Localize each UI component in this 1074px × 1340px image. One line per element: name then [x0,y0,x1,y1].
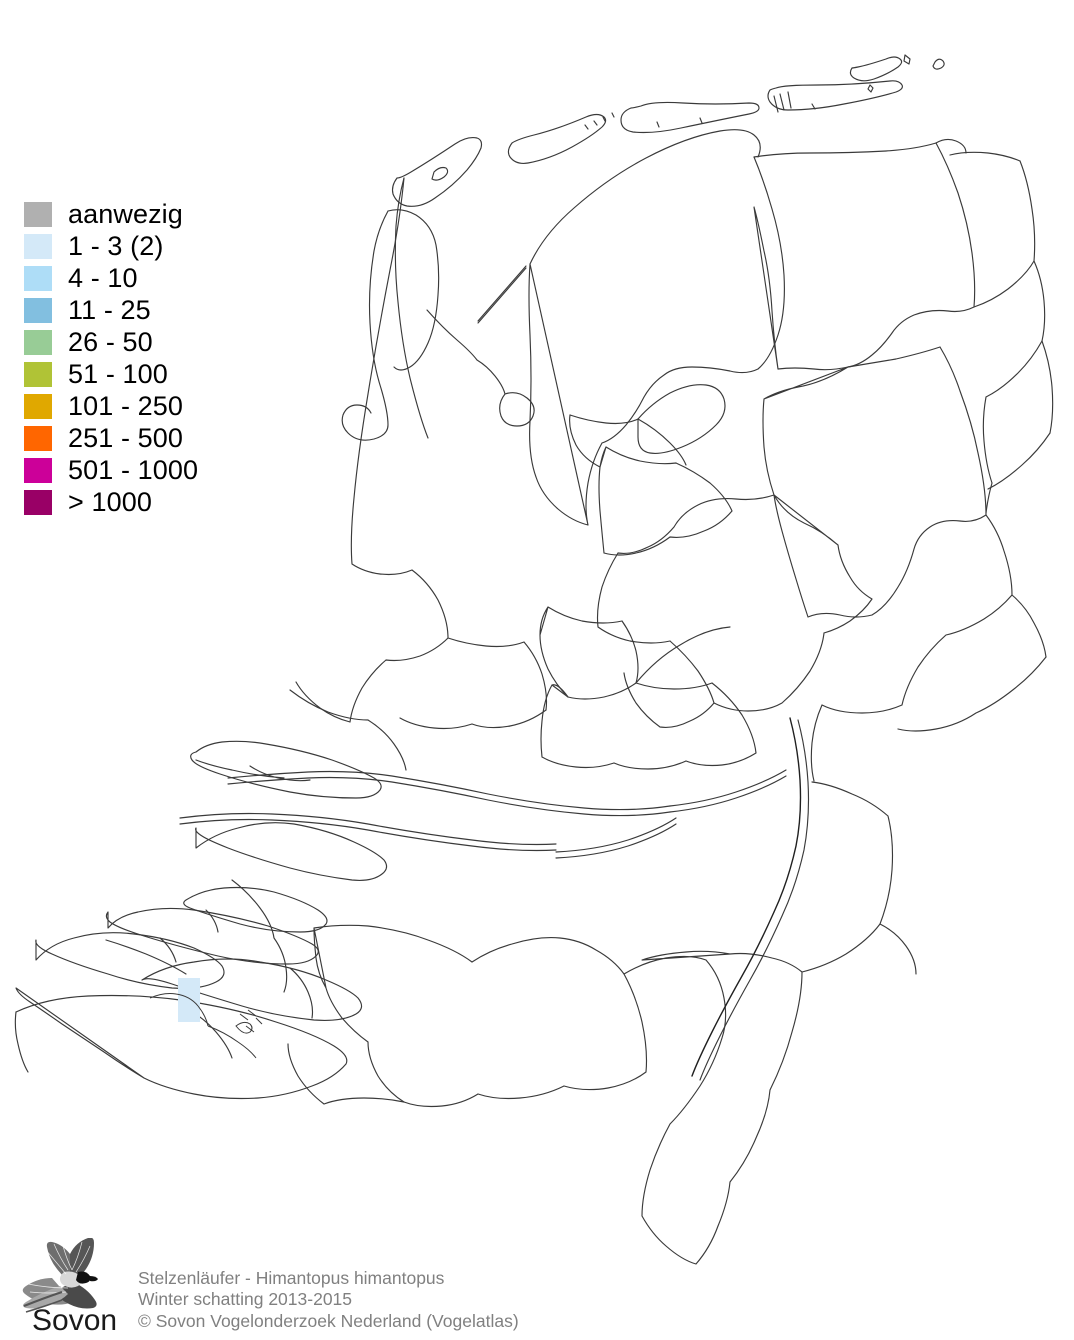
map-outlines [14,54,1054,1265]
footer: Sovon Stelzenläufer - Himantopus himanto… [12,1238,519,1334]
period-label: Winter schatting 2013-2015 [138,1289,353,1309]
legend-item-1-3[interactable]: 1 - 3 (2) [24,230,198,262]
legend-swatch-icon [24,297,52,323]
legend-swatch-icon [24,393,52,419]
legend-item-gt-1000[interactable]: > 1000 [24,486,198,518]
legend-label: 4 - 10 [68,262,138,293]
legend-item-26-50[interactable]: 26 - 50 [24,326,198,358]
legend-swatch-icon [24,489,52,515]
footer-text-block: Stelzenläufer - Himantopus himantopus Wi… [138,1268,519,1333]
legend-swatch-icon [24,425,52,451]
legend-item-aanwezig[interactable]: aanwezig [24,198,198,230]
legend-swatch-icon [24,233,52,259]
map-detail-overlay [149,993,263,1059]
legend-label: 26 - 50 [68,326,153,357]
legend-label: 251 - 500 [68,422,183,453]
sovon-logo-icon: Sovon [22,1238,117,1334]
legend-label: 51 - 100 [68,358,168,389]
legend-item-501-1000[interactable]: 501 - 1000 [24,454,198,486]
legend-swatch-icon [24,361,52,387]
legend-item-4-10[interactable]: 4 - 10 [24,262,198,294]
occupied-cell [178,978,200,1022]
legend-item-51-100[interactable]: 51 - 100 [24,358,198,390]
legend-item-11-25[interactable]: 11 - 25 [24,294,198,326]
legend-swatch-icon [24,201,52,227]
legend-label: 11 - 25 [68,294,151,325]
copyright-label: © Sovon Vogelonderzoek Nederland (Vogela… [138,1310,519,1331]
sovon-wordmark: Sovon [32,1304,117,1334]
legend-label: 1 - 3 (2) [68,230,164,261]
legend-swatch-icon [24,457,52,483]
legend-swatch-icon [24,265,52,291]
legend-swatch-icon [24,329,52,355]
species-name: Stelzenläufer - Himantopus himantopus [138,1267,445,1288]
legend-item-251-500[interactable]: 251 - 500 [24,422,198,454]
legend-item-101-250[interactable]: 101 - 250 [24,390,198,422]
legend-label: aanwezig [68,198,183,229]
legend-label: 501 - 1000 [68,454,199,485]
legend-label: 101 - 250 [68,390,183,421]
abundance-legend: aanwezig 1 - 3 (2) 4 - 10 11 - 25 26 - 5… [24,198,198,518]
legend-label: > 1000 [68,486,152,517]
